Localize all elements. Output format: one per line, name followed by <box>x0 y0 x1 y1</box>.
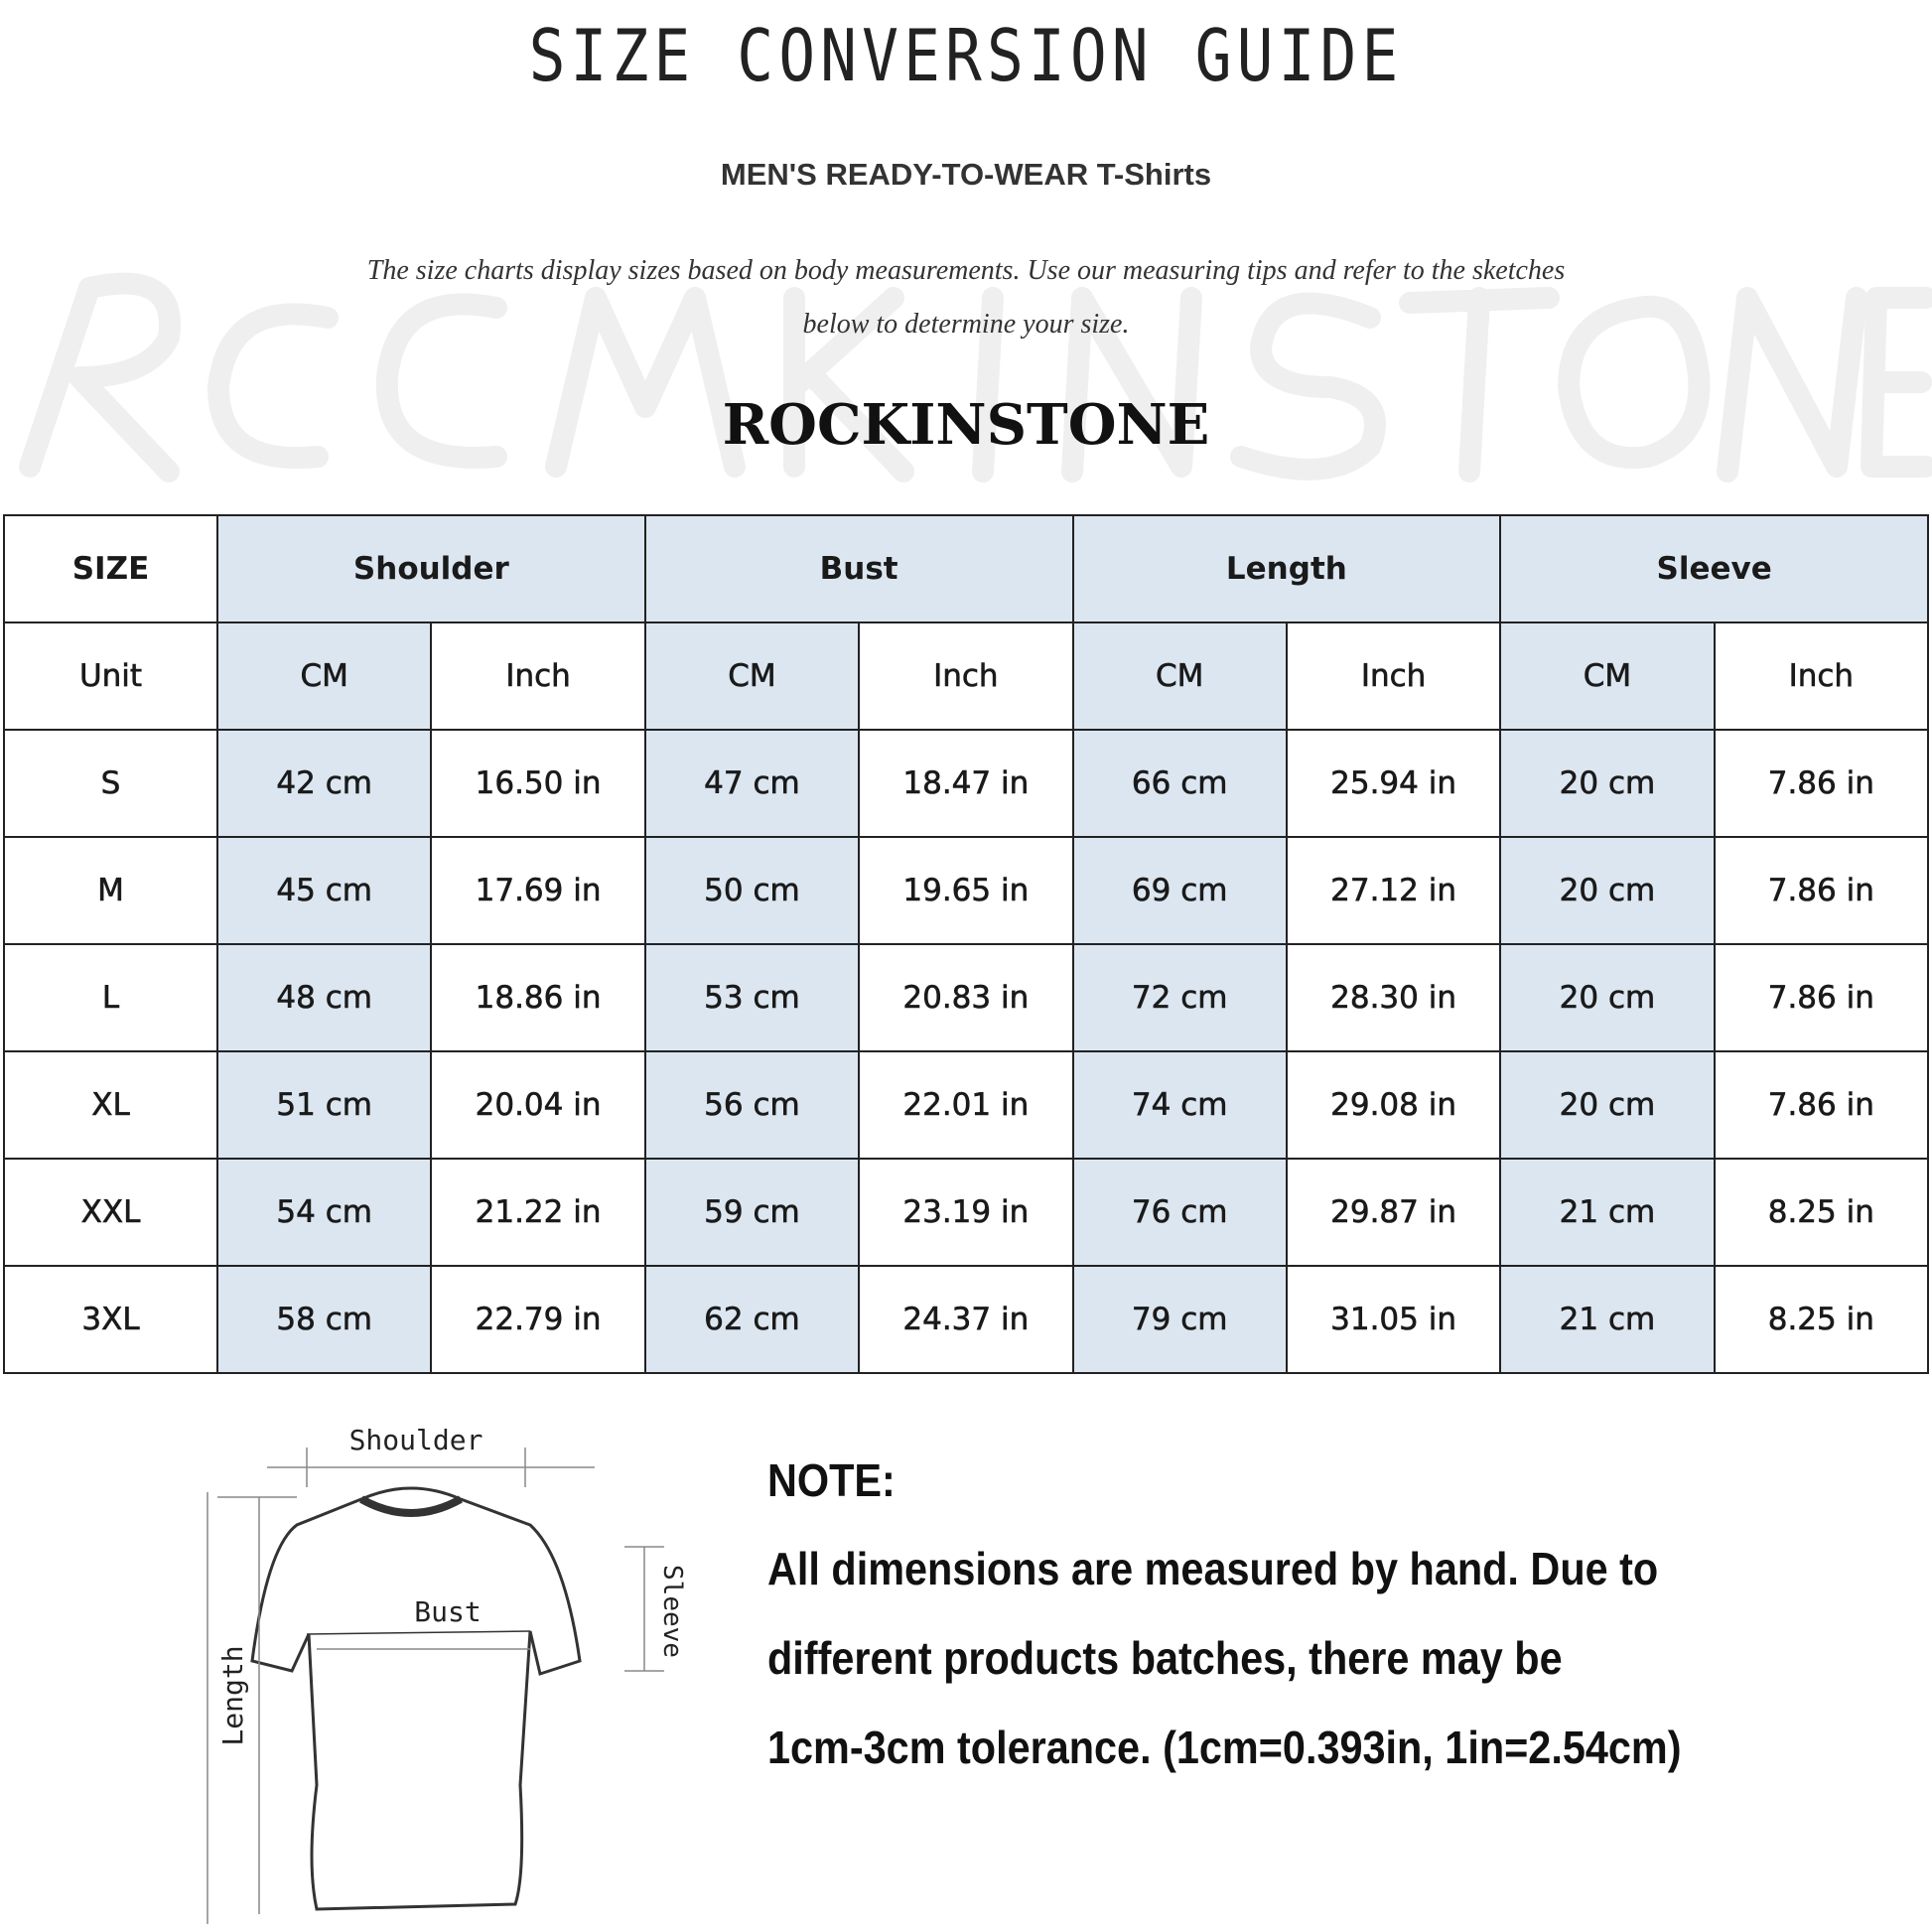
measurement-cell: 42 cm <box>215 729 433 838</box>
tshirt-outline-icon <box>250 1486 582 1911</box>
size-cell: S <box>3 729 218 838</box>
size-cell: XL <box>3 1050 218 1160</box>
measurement-cell: 79 cm <box>1071 1265 1288 1374</box>
measurement-cell: 62 cm <box>643 1265 861 1374</box>
measurement-cell: 20 cm <box>1499 836 1716 945</box>
unit-header-cm: CM <box>215 621 433 731</box>
measurement-cell: 29.87 in <box>1285 1158 1502 1267</box>
size-cell: 3XL <box>3 1265 218 1374</box>
diagram-label-sleeve: Sleeve <box>657 1565 687 1658</box>
measurement-cell: 29.08 in <box>1285 1050 1502 1160</box>
measurement-cell: 18.86 in <box>430 943 646 1052</box>
measurement-cell: 20 cm <box>1499 729 1716 838</box>
size-chart-table: SIZE Shoulder Bust Length Sleeve Unit CM… <box>3 514 1930 1374</box>
measurement-cell: 31.05 in <box>1285 1265 1502 1374</box>
measurement-cell: 19.65 in <box>858 836 1074 945</box>
measurement-cell: 66 cm <box>1071 729 1288 838</box>
measurement-cell: 56 cm <box>643 1050 861 1160</box>
measurement-cell: 59 cm <box>643 1158 861 1267</box>
measurement-cell: 45 cm <box>215 836 433 945</box>
measurement-cell: 7.86 in <box>1713 943 1930 1052</box>
measurement-cell: 7.86 in <box>1713 1050 1930 1160</box>
note-line-2: different products batches, there may be <box>767 1632 1563 1684</box>
table-row: XXL 54 cm 21.22 in 59 cm 23.19 in 76 cm 29.87 … <box>3 1158 1930 1267</box>
group-header-shoulder: Shoulder <box>216 514 646 623</box>
diagram-label-bust: Bust <box>414 1595 481 1628</box>
measurement-cell: 20.83 in <box>858 943 1074 1052</box>
unit-header-inch: Inch <box>1285 621 1502 731</box>
measurement-cell: 21 cm <box>1499 1158 1716 1267</box>
measurement-cell: 53 cm <box>643 943 861 1052</box>
measurement-cell: 27.12 in <box>1285 836 1502 945</box>
measurement-cell: 69 cm <box>1071 836 1288 945</box>
measurement-cell: 23.19 in <box>858 1158 1074 1267</box>
measurement-cell: 21 cm <box>1499 1265 1716 1374</box>
size-header: SIZE <box>3 514 218 623</box>
measurement-cell: 7.86 in <box>1713 729 1930 838</box>
unit-label: Unit <box>3 621 218 731</box>
table-row: M 45 cm 17.69 in 50 cm 19.65 in 69 cm 27.12 in… <box>3 836 1930 945</box>
size-cell: XXL <box>3 1158 218 1267</box>
measurement-cell: 25.94 in <box>1285 729 1502 838</box>
measurement-cell: 28.30 in <box>1285 943 1502 1052</box>
table-row: S 42 cm 16.50 in 47 cm 18.47 in 66 cm 25.94 in… <box>3 729 1930 838</box>
unit-header-inch: Inch <box>858 621 1074 731</box>
unit-header-row: Unit CM Inch CM Inch CM Inch CM Inch <box>3 621 1930 731</box>
brand-name: ROCKINSTONE <box>722 392 1210 458</box>
unit-header-cm: CM <box>1499 621 1716 731</box>
measurement-cell: 72 cm <box>1071 943 1288 1052</box>
measurement-cell: 58 cm <box>215 1265 433 1374</box>
measurement-cell: 20 cm <box>1499 1050 1716 1160</box>
size-cell: M <box>3 836 218 945</box>
table-row: XL 51 cm 20.04 in 56 cm 22.01 in 74 cm 29.08 i… <box>3 1050 1930 1160</box>
measurement-lines <box>207 1448 664 1924</box>
measurement-cell: 8.25 in <box>1713 1158 1930 1267</box>
unit-header-cm: CM <box>643 621 861 731</box>
group-header-sleeve: Sleeve <box>1499 514 1929 623</box>
note-heading: NOTE: <box>767 1454 896 1506</box>
measurement-cell: 74 cm <box>1071 1050 1288 1160</box>
measurement-cell: 22.01 in <box>858 1050 1074 1160</box>
group-header-bust: Bust <box>643 514 1074 623</box>
diagram-label-length: Length <box>216 1645 249 1745</box>
tshirt-measurement-diagram: Shoulder Bust Length Sleeve <box>207 1424 687 1924</box>
measurement-cell: 51 cm <box>215 1050 433 1160</box>
measurement-cell: 47 cm <box>643 729 861 838</box>
unit-header-cm: CM <box>1071 621 1288 731</box>
note-line-1: All dimensions are measured by hand. Due… <box>767 1543 1659 1594</box>
table-row: 3XL 58 cm 22.79 in 62 cm 24.37 in 79 cm 31.05 … <box>3 1265 1930 1374</box>
size-cell: L <box>3 943 218 1052</box>
description-line-2: below to determine your size. <box>802 309 1130 340</box>
table-row: L 48 cm 18.86 in 53 cm 20.83 in 72 cm 28.30 in… <box>3 943 1930 1052</box>
group-header-row: SIZE Shoulder Bust Length Sleeve <box>3 514 1929 623</box>
measurement-cell: 16.50 in <box>430 729 646 838</box>
measurement-cell: 21.22 in <box>430 1158 646 1267</box>
measurement-cell: 7.86 in <box>1713 836 1930 945</box>
note-line-3: 1cm-3cm tolerance. (1cm=0.393in, 1in=2.5… <box>767 1722 1682 1773</box>
measurement-cell: 54 cm <box>215 1158 433 1267</box>
measurement-cell: 22.79 in <box>430 1265 646 1374</box>
measurement-cell: 17.69 in <box>430 836 646 945</box>
unit-header-inch: Inch <box>430 621 646 731</box>
unit-header-inch: Inch <box>1713 621 1930 731</box>
measurement-cell: 50 cm <box>643 836 861 945</box>
description-line-1: The size charts display sizes based on b… <box>366 255 1566 286</box>
measurement-cell: 20 cm <box>1499 943 1716 1052</box>
page-subtitle: MEN'S READY-TO-WEAR T-Shirts <box>720 157 1212 192</box>
page-title: SIZE CONVERSION GUIDE <box>528 14 1404 97</box>
measurement-cell: 76 cm <box>1071 1158 1288 1267</box>
group-header-length: Length <box>1071 514 1502 623</box>
measurement-cell: 20.04 in <box>430 1050 646 1160</box>
brand-watermark-logo <box>19 272 1932 483</box>
measurement-cell: 18.47 in <box>858 729 1074 838</box>
measurement-cell: 24.37 in <box>858 1265 1074 1374</box>
measurement-cell: 8.25 in <box>1713 1265 1930 1374</box>
diagram-label-shoulder: Shoulder <box>349 1424 483 1456</box>
measurement-cell: 48 cm <box>215 943 433 1052</box>
